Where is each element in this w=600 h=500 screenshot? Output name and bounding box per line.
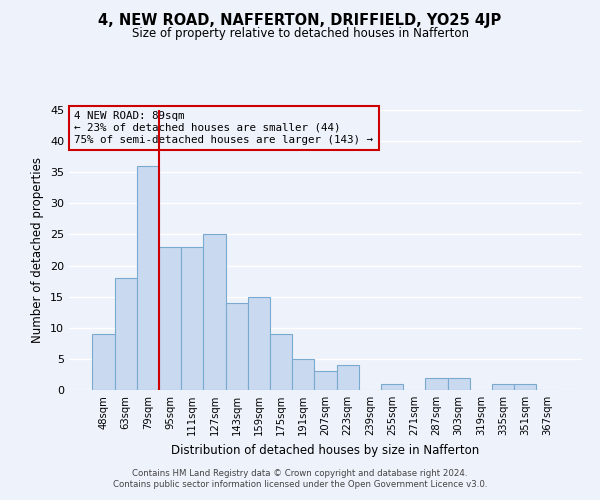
- Bar: [448, 378, 470, 390]
- Text: 4, NEW ROAD, NAFFERTON, DRIFFIELD, YO25 4JP: 4, NEW ROAD, NAFFERTON, DRIFFIELD, YO25 …: [98, 12, 502, 28]
- Bar: [381, 384, 403, 390]
- Bar: [514, 384, 536, 390]
- Y-axis label: Number of detached properties: Number of detached properties: [31, 157, 44, 343]
- X-axis label: Distribution of detached houses by size in Nafferton: Distribution of detached houses by size …: [172, 444, 479, 456]
- Bar: [181, 247, 203, 390]
- Bar: [159, 247, 181, 390]
- Bar: [314, 372, 337, 390]
- Bar: [92, 334, 115, 390]
- Bar: [292, 359, 314, 390]
- Text: Contains public sector information licensed under the Open Government Licence v3: Contains public sector information licen…: [113, 480, 487, 489]
- Bar: [270, 334, 292, 390]
- Bar: [425, 378, 448, 390]
- Bar: [203, 234, 226, 390]
- Bar: [226, 303, 248, 390]
- Bar: [137, 166, 159, 390]
- Bar: [337, 365, 359, 390]
- Bar: [248, 296, 270, 390]
- Bar: [115, 278, 137, 390]
- Text: Contains HM Land Registry data © Crown copyright and database right 2024.: Contains HM Land Registry data © Crown c…: [132, 468, 468, 477]
- Text: 4 NEW ROAD: 89sqm
← 23% of detached houses are smaller (44)
75% of semi-detached: 4 NEW ROAD: 89sqm ← 23% of detached hous…: [74, 112, 373, 144]
- Text: Size of property relative to detached houses in Nafferton: Size of property relative to detached ho…: [131, 28, 469, 40]
- Bar: [492, 384, 514, 390]
